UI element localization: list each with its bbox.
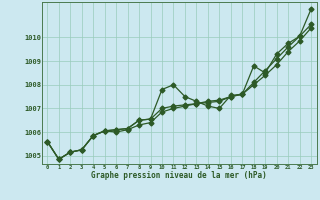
X-axis label: Graphe pression niveau de la mer (hPa): Graphe pression niveau de la mer (hPa) xyxy=(91,171,267,180)
